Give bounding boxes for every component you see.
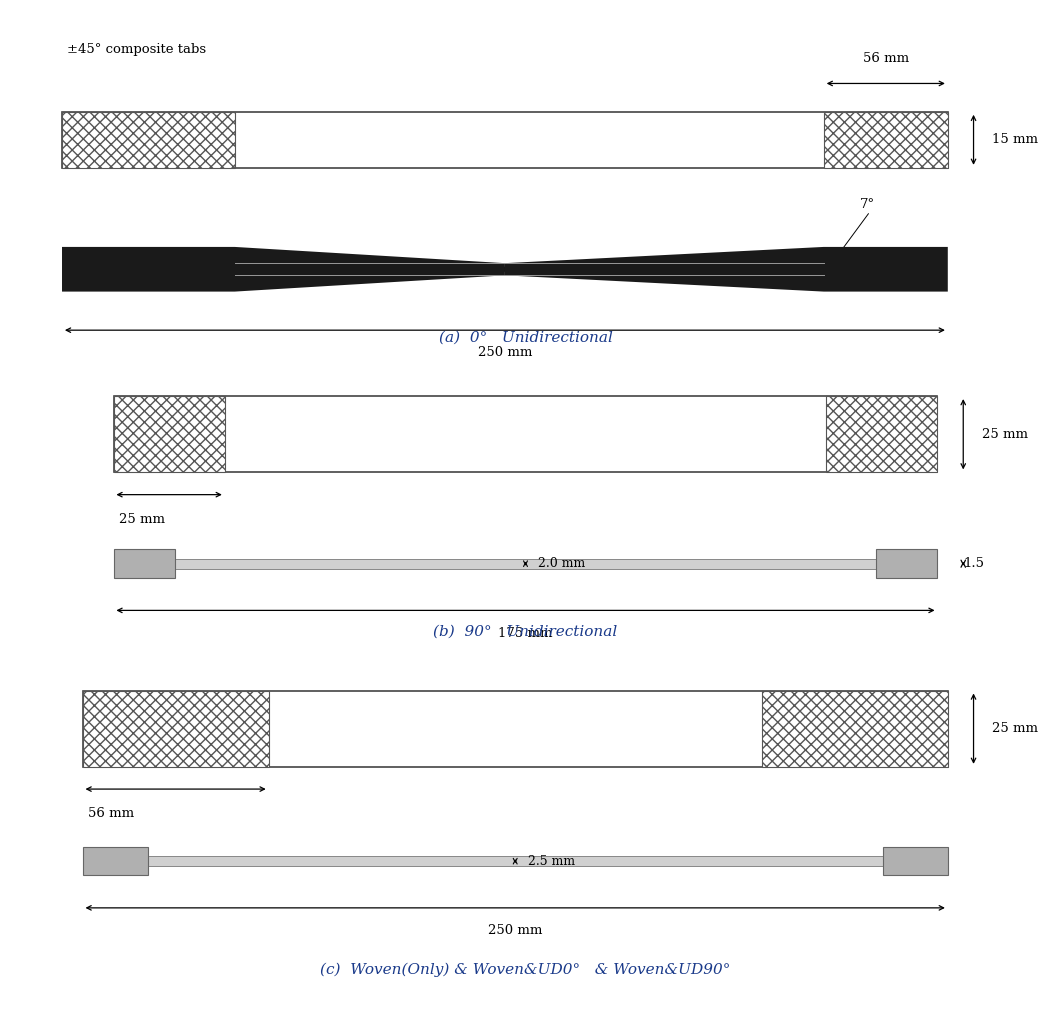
Text: 1.5: 1.5	[964, 557, 984, 570]
Text: 7°: 7°	[860, 198, 874, 211]
Bar	[62, 112, 234, 168]
Text: 250 mm: 250 mm	[478, 346, 532, 359]
Bar	[62, 112, 948, 168]
Text: 25 mm: 25 mm	[119, 513, 165, 526]
Text: 1.0 mm: 1.0 mm	[517, 263, 564, 276]
Text: (c)  Woven(Only) & Woven&UD0°   & Woven&UD90°: (c) Woven(Only) & Woven&UD0° & Woven&UD9…	[321, 962, 730, 977]
Bar	[826, 396, 937, 472]
Bar	[114, 396, 225, 472]
Bar	[114, 549, 174, 578]
Text: 2.0 mm: 2.0 mm	[538, 557, 585, 570]
Polygon shape	[504, 247, 948, 291]
Polygon shape	[62, 247, 504, 291]
Text: 2.5 mm: 2.5 mm	[528, 855, 575, 868]
Bar	[824, 112, 948, 168]
Bar	[877, 549, 937, 578]
Bar	[148, 856, 883, 866]
Text: (a)  0°   Unidirectional: (a) 0° Unidirectional	[438, 330, 613, 344]
Text: ±45° composite tabs: ±45° composite tabs	[67, 44, 206, 56]
Text: (b)  90°   Unidirectional: (b) 90° Unidirectional	[433, 625, 618, 639]
Text: 25 mm: 25 mm	[992, 722, 1038, 736]
Bar	[83, 691, 948, 767]
Bar	[762, 691, 948, 767]
Bar	[83, 691, 269, 767]
Text: 175 mm: 175 mm	[498, 627, 553, 639]
Bar	[174, 558, 877, 569]
Text: 25 mm: 25 mm	[982, 428, 1028, 440]
Bar	[114, 396, 937, 472]
Text: 15 mm: 15 mm	[992, 134, 1038, 146]
Text: 250 mm: 250 mm	[488, 924, 542, 938]
Text: 56 mm: 56 mm	[863, 52, 909, 65]
Bar	[83, 847, 148, 875]
Bar	[883, 847, 948, 875]
Text: 56 mm: 56 mm	[88, 807, 133, 821]
